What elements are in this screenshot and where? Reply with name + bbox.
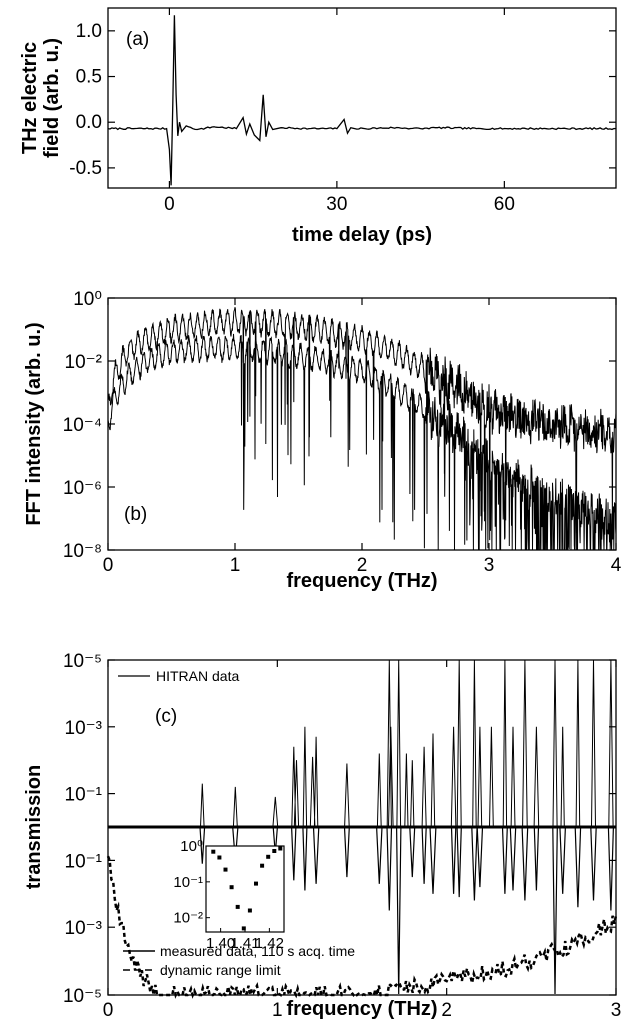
- inset-frame: [205, 845, 285, 933]
- panel-a-xlabel: time delay (ps): [292, 224, 432, 246]
- panel-b-xtick-label: 3: [484, 555, 495, 576]
- panel-b-xtick-label: 2: [357, 555, 368, 576]
- panel-b-ylabel: FFT intensity (arb. u.): [23, 322, 45, 525]
- panel-c-xtick-label: 2: [441, 1000, 452, 1019]
- inset-xtick-label: 1.41: [230, 935, 259, 952]
- inset-ytick-label: 10⁻²: [173, 910, 203, 927]
- panel-c: (c) HITRAN data measured data, 110 s acq…: [23, 651, 621, 1019]
- inset-point: [266, 854, 271, 859]
- hitran-spectrum: [108, 659, 616, 828]
- panel-b-ytick-label: 10⁻⁸: [63, 541, 102, 562]
- inset-point: [235, 904, 240, 909]
- dynamic-range-limit-curve: [106, 855, 618, 999]
- panel-c-xtick-label: 1: [272, 1000, 283, 1019]
- panel-a-xtick-label: 0: [164, 194, 175, 215]
- panel-c-label: (c): [155, 706, 177, 727]
- panel-b-xtick-label: 1: [230, 555, 241, 576]
- inset-point: [223, 867, 228, 872]
- legend-measured-label: measured data, 110 s acq. time: [160, 943, 355, 959]
- panel-a-ylabel-line2: field (arb. u.): [41, 38, 63, 158]
- inset-point: [272, 849, 277, 853]
- panel-a-ytick-label: 1.0: [76, 21, 102, 42]
- inset-ytick-label: 10⁻¹: [173, 874, 203, 891]
- panel-c-ytick-label: 10⁻³: [65, 918, 103, 939]
- panel-a-frame: [107, 7, 617, 189]
- inset-point: [229, 885, 234, 890]
- panel-b-ytick-label: 10⁻⁶: [63, 478, 102, 499]
- panel-c-ytick-label: 10⁻⁵: [63, 651, 102, 672]
- panel-a-ylabel-line1: THz electric: [19, 42, 41, 154]
- panel-c-xtick-label: 3: [611, 1000, 622, 1019]
- inset-point: [278, 846, 283, 851]
- panel-a: (a) 0 30 60 1.00.50.0-0.5 time delay (ps) …: [19, 7, 617, 246]
- inset-point: [260, 863, 265, 868]
- panel-a-trace: [107, 15, 617, 186]
- inset-ytick-label: 10⁰: [180, 838, 203, 855]
- panel-a-label: (a): [126, 29, 149, 50]
- inset-point: [247, 908, 252, 913]
- panel-b-xtick-label: 0: [103, 555, 114, 576]
- panel-b-ytick-label: 10⁰: [73, 289, 102, 310]
- panel-b-label: (b): [124, 504, 147, 525]
- panel-c-ytick-label: 10⁻¹: [65, 851, 103, 872]
- panel-c-ylabel: transmission: [23, 765, 45, 889]
- legend-bottom: measured data, 110 s acq. time dynamic r…: [123, 943, 355, 978]
- panel-c-ytick-label: 10⁻⁵: [63, 986, 102, 1007]
- panel-b-xlabel: frequency (THz): [286, 570, 437, 592]
- legend-dynamic-label: dynamic range limit: [160, 962, 281, 978]
- panel-a-xtick-label: 60: [494, 194, 515, 215]
- panel-c-xtick-label: 0: [103, 1000, 114, 1019]
- panel-c-xlabel: frequency (THz): [286, 998, 437, 1019]
- panel-b-trace-2: [107, 333, 617, 551]
- panel-b-ytick-label: 10⁻²: [65, 352, 103, 373]
- inset-point: [241, 926, 246, 931]
- legend-hitran: HITRAN data: [118, 668, 239, 684]
- panel-b-trace-1: [108, 307, 617, 551]
- inset-point: [254, 881, 258, 886]
- panel-b-ytick-label: 10⁻⁴: [63, 415, 102, 436]
- panel-c-ytick-label: 10⁻¹: [65, 785, 103, 806]
- panel-a-xtick-label: 30: [326, 194, 347, 215]
- panel-a-ytick-label: 0.0: [76, 112, 102, 133]
- panel-a-ytick-label: 0.5: [76, 67, 102, 88]
- inset: 1.401.411.42 10⁰ 10⁻¹ 10⁻²: [173, 838, 285, 952]
- inset-point: [217, 855, 222, 860]
- inset-xtick-label: 1.42: [255, 935, 284, 952]
- legend-hitran-label: HITRAN data: [156, 668, 239, 684]
- panel-b-xtick-label: 4: [611, 555, 622, 576]
- panel-c-ytick-label: 10⁻³: [65, 718, 103, 739]
- inset-xtick-label: 1.40: [206, 935, 235, 952]
- inset-point: [211, 849, 216, 854]
- panel-a-ytick-label: -0.5: [69, 158, 102, 179]
- panel-b: (b) 0 1 2 3 4 10⁰ 10⁻² 10⁻⁴ 10⁻⁶ 10⁻⁸ frequency …: [23, 289, 622, 592]
